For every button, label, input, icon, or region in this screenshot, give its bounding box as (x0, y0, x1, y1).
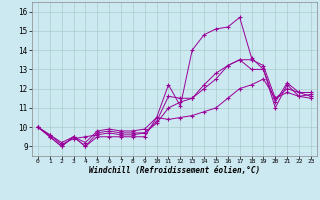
X-axis label: Windchill (Refroidissement éolien,°C): Windchill (Refroidissement éolien,°C) (89, 166, 260, 175)
